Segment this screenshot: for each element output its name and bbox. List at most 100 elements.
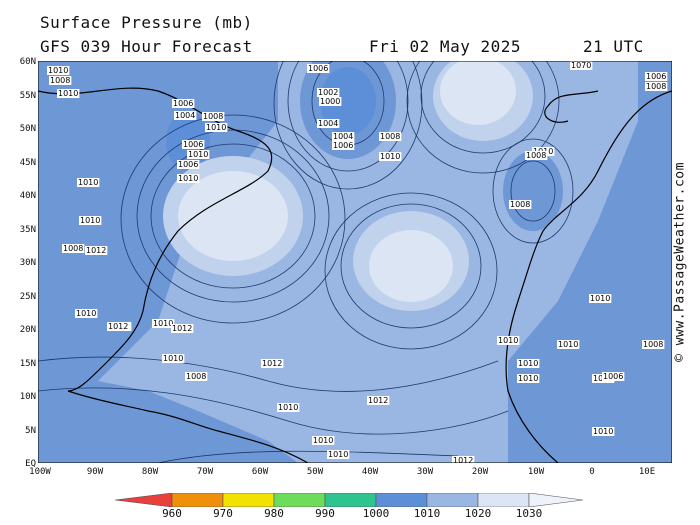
isobar-label-bg <box>152 319 175 328</box>
isobar-label: 1006 <box>333 141 353 150</box>
lat-label: 35N <box>19 225 36 235</box>
isobar-label: 1010 <box>558 340 578 349</box>
isobar-label: 1006 <box>178 160 198 169</box>
low-pressure-iberia <box>503 151 563 231</box>
isobar-label-bg <box>75 309 98 318</box>
isobar-label: 1008 <box>186 372 206 381</box>
isobar-label: 1006 <box>646 72 666 81</box>
colorbar <box>115 493 584 507</box>
isobar-label-bg <box>645 72 668 81</box>
isobar-label-bg <box>452 456 475 463</box>
lat-label: 20N <box>19 325 36 335</box>
lat-label: 60N <box>19 57 36 67</box>
isobar-label-bg <box>592 427 615 436</box>
lon-label: 80W <box>141 467 159 477</box>
isobar-label: 1010 <box>380 152 400 161</box>
isobar-label-bg <box>525 151 548 160</box>
isobar-label-bg <box>162 354 185 363</box>
high-pressure-west-core <box>178 171 288 261</box>
isobar-label: 1010 <box>80 216 100 225</box>
high-pressure-central-core <box>369 230 453 302</box>
colorbar-label: 1020 <box>464 507 492 520</box>
isobar-label-bg <box>332 132 355 141</box>
colorbar-segment <box>273 493 326 507</box>
isobar-label-bg <box>185 372 208 381</box>
isobar-label-bg <box>319 97 342 106</box>
lat-label: 10N <box>19 392 36 402</box>
lon-label: 40W <box>361 467 379 477</box>
isobar-label-bg <box>187 150 210 159</box>
colorbar-segment <box>222 493 275 507</box>
colorbar-label: 1010 <box>413 507 441 520</box>
isobar-label: 1012 <box>368 396 388 405</box>
isobar-label-bg <box>509 200 532 209</box>
isobar-label: 1010 <box>518 374 538 383</box>
isobar-label-bg <box>174 111 197 120</box>
isobar-label-bg <box>645 82 668 91</box>
forecast-date: Fri 02 May 2025 <box>369 37 521 56</box>
isobar-label-bg <box>277 403 300 412</box>
colorbar-end-arrow <box>528 493 584 507</box>
isobar-label: 1006 <box>308 64 328 73</box>
isobar-label-bg <box>517 359 540 368</box>
low-pressure-west <box>38 61 278 406</box>
isobar-label-bg <box>49 76 72 85</box>
lon-label: 0 <box>589 467 595 477</box>
lon-label: 70W <box>196 467 214 477</box>
lat-label: 15N <box>19 359 36 369</box>
lat-label: 45N <box>19 158 36 168</box>
low-pressure-east <box>508 61 672 463</box>
colorbar-segment <box>171 493 224 507</box>
lon-label: 50W <box>306 467 324 477</box>
isobar-label-bg <box>202 112 225 121</box>
lon-label: 10W <box>527 467 545 477</box>
colorbar-segment <box>426 493 479 507</box>
isobar-label: 1010 <box>163 354 183 363</box>
isobar-label: 1006 <box>173 99 193 108</box>
isobar-label-bg <box>177 160 200 169</box>
isobar-label: 1008 <box>646 82 666 91</box>
colorbar-segment <box>324 493 377 507</box>
colorbar-label: 960 <box>162 507 182 520</box>
isobar-label-bg <box>172 99 195 108</box>
isobar-label: 1012 <box>262 359 282 368</box>
isobar-label: 1010 <box>178 174 198 183</box>
colorbar-segment <box>115 493 173 507</box>
isobar-label: 1010 <box>58 89 78 98</box>
isobar-label: 1008 <box>526 151 546 160</box>
isobar-label: 1070 <box>571 61 591 70</box>
colorbar-label: 1030 <box>515 507 543 520</box>
isobar-label: 1008 <box>510 200 530 209</box>
isobar-label: 1010 <box>153 319 173 328</box>
isobar-label: 1002 <box>318 88 338 97</box>
isobar-label-bg <box>317 119 340 128</box>
isobar-label-group: 1010 1008 1010 1006 1004 1008 1010 1006 … <box>47 61 668 463</box>
isobar-label-bg <box>307 64 330 73</box>
site-credit: © www.PassageWeather.com <box>672 162 688 362</box>
isobar-label: 1006 <box>603 372 623 381</box>
high-pressure-north-core <box>440 61 516 125</box>
lon-label: 20W <box>471 467 489 477</box>
isobar-label-bg <box>77 178 100 187</box>
isobar-label-bg <box>261 359 284 368</box>
lat-label: 50N <box>19 124 36 134</box>
colorbar-label: 970 <box>213 507 233 520</box>
low-pressure-caribbean <box>38 381 298 463</box>
lon-label: 90W <box>86 467 104 477</box>
isobar-label: 1000 <box>320 97 340 106</box>
isobar-label-bg <box>177 174 200 183</box>
isobar-label: 1010 <box>78 178 98 187</box>
lat-label: 5N <box>25 426 36 436</box>
low-pressure-north-core <box>320 67 376 135</box>
isobar-label: 1010 <box>278 403 298 412</box>
isobar-label-bg <box>312 436 335 445</box>
lat-label: 30N <box>19 258 36 268</box>
isobar-label: 1008 <box>643 340 663 349</box>
isobar-label-bg <box>171 324 194 333</box>
isobar-label: 1008 <box>380 132 400 141</box>
isobar-label-bg <box>497 336 520 345</box>
isobar-label-bg <box>602 372 625 381</box>
isobar-label: 1004 <box>318 119 338 128</box>
lat-label: 55N <box>19 91 36 101</box>
isobar-label: 1010 <box>188 150 208 159</box>
